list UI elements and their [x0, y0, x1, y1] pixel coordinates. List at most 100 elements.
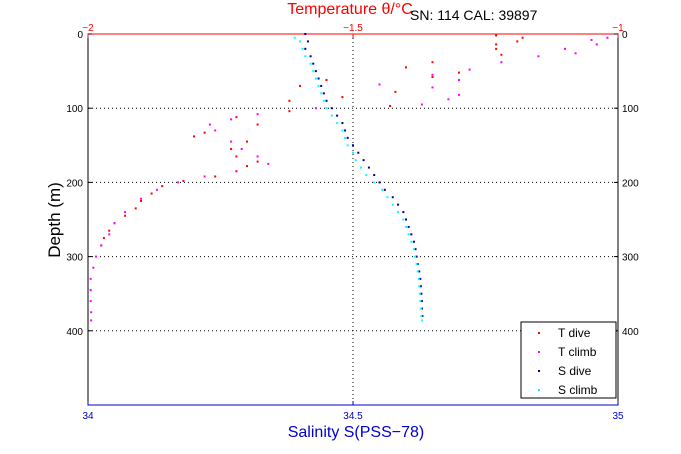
data-point — [208, 123, 211, 126]
data-point — [301, 47, 304, 50]
legend-items: T dive T climb S dive S climb — [538, 326, 598, 397]
y-tick-label-left: 400 — [66, 327, 83, 338]
data-point — [314, 77, 317, 80]
data-point — [394, 90, 397, 93]
x2-tick-label: −1 — [612, 23, 624, 34]
data-point — [320, 92, 323, 95]
data-point — [391, 203, 394, 206]
data-point — [309, 62, 312, 65]
data-point — [89, 300, 92, 303]
data-point — [415, 255, 418, 258]
data-point — [378, 83, 381, 86]
data-point — [235, 170, 238, 173]
data-point — [458, 93, 460, 96]
data-point — [383, 188, 386, 191]
y-tick-label-left: 200 — [66, 178, 83, 189]
x-tick-label: 35 — [612, 411, 624, 422]
data-point — [521, 36, 524, 39]
legend-label: S dive — [558, 364, 592, 378]
data-point — [407, 225, 410, 228]
data-point — [419, 277, 422, 280]
data-point — [108, 229, 111, 232]
data-point — [431, 86, 434, 89]
data-point — [420, 307, 423, 310]
chart-title: Temperature θ/°C — [287, 1, 413, 18]
data-point — [415, 263, 418, 266]
data-point — [416, 263, 419, 266]
x-axis-label: Salinity S(PSS−78) — [288, 424, 425, 441]
data-point — [417, 277, 420, 280]
data-point — [92, 266, 95, 269]
data-point — [299, 40, 301, 43]
data-point — [240, 148, 243, 151]
data-point — [421, 314, 424, 317]
legend-marker — [538, 332, 540, 334]
data-point — [177, 181, 180, 184]
data-point — [108, 233, 111, 236]
data-point — [214, 129, 217, 132]
data-point — [317, 77, 320, 80]
data-point — [299, 84, 301, 87]
data-point — [256, 123, 259, 126]
data-point — [365, 173, 368, 176]
data-point — [102, 237, 105, 240]
data-point — [447, 98, 450, 101]
data-point — [322, 99, 325, 102]
data-point — [161, 185, 164, 188]
data-point — [230, 118, 233, 121]
data-point — [418, 285, 421, 288]
data-point — [346, 144, 349, 147]
data-point — [419, 285, 422, 288]
series-s-climb — [293, 36, 423, 322]
data-point — [420, 300, 423, 303]
data-point — [90, 311, 93, 314]
data-point — [381, 188, 384, 191]
data-point — [420, 292, 423, 295]
data-point — [309, 55, 312, 58]
data-point — [378, 181, 381, 184]
data-point — [304, 33, 307, 35]
data-point — [312, 70, 315, 73]
data-point — [246, 140, 248, 143]
data-point — [293, 36, 296, 39]
data-point — [140, 199, 142, 202]
data-point — [397, 203, 400, 206]
data-point — [373, 173, 376, 176]
data-point — [354, 159, 357, 162]
data-point — [410, 240, 413, 243]
data-point — [405, 218, 407, 221]
legend-marker — [538, 351, 540, 353]
x-tick-label: 34.5 — [343, 411, 363, 422]
data-point — [344, 129, 347, 132]
y-axis-label: Depth (m) — [45, 182, 64, 258]
data-point — [140, 197, 142, 200]
data-point — [288, 99, 291, 102]
data-point — [405, 225, 407, 228]
data-point — [314, 70, 317, 73]
y-tick-label-right: 100 — [622, 104, 639, 115]
data-point — [325, 107, 328, 110]
data-point — [100, 244, 103, 247]
data-point — [590, 38, 593, 41]
data-point — [336, 114, 339, 117]
data-point — [362, 159, 365, 162]
data-point — [256, 160, 259, 163]
axis-ticks: 0 0 100 100 200 200 300 300 400 400 34 34.5 35 −2 −1.5… — [66, 23, 639, 422]
data-point — [314, 107, 317, 110]
data-point — [367, 166, 370, 169]
data-point — [420, 314, 423, 317]
y-tick-label-right: 300 — [622, 253, 639, 264]
data-point — [150, 192, 153, 195]
data-point — [416, 270, 419, 273]
data-point — [397, 211, 400, 214]
data-point — [256, 155, 259, 158]
data-point — [352, 151, 354, 154]
data-point — [373, 181, 376, 184]
data-point — [193, 135, 195, 138]
data-point — [330, 107, 333, 110]
x2-tick-label: −2 — [82, 23, 94, 34]
data-point — [495, 47, 498, 50]
data-point — [341, 96, 344, 99]
data-point — [405, 66, 407, 69]
